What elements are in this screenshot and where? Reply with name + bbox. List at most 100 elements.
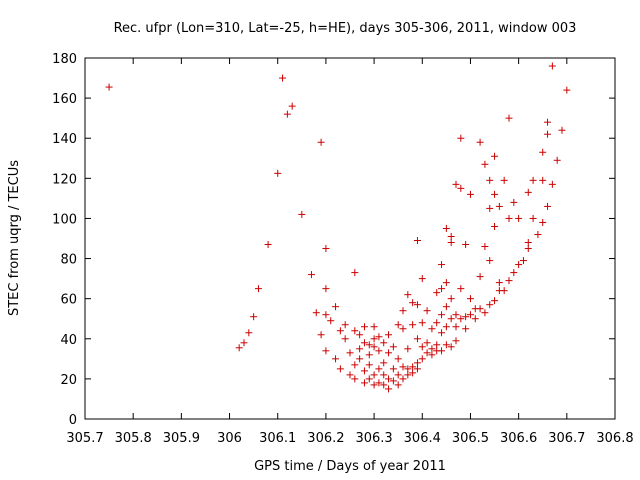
data-points bbox=[105, 62, 571, 393]
data-point bbox=[346, 349, 354, 357]
data-point bbox=[442, 341, 450, 349]
data-point bbox=[462, 313, 470, 321]
data-point bbox=[385, 375, 393, 383]
data-point bbox=[539, 148, 547, 156]
x-axis: 305.7 305.8 305.9 306 306.1 306.2 306.3 306.4 30… bbox=[66, 58, 634, 446]
x-axis-label: GPS time / Days of year 2011 bbox=[254, 459, 446, 474]
data-point bbox=[322, 245, 330, 253]
x-tick-label: 305.8 bbox=[115, 431, 152, 446]
data-point bbox=[524, 239, 532, 247]
data-point bbox=[351, 269, 359, 277]
data-point bbox=[558, 126, 566, 134]
data-point bbox=[491, 152, 499, 160]
data-point bbox=[563, 86, 571, 94]
data-point bbox=[105, 83, 113, 91]
data-point bbox=[462, 241, 470, 249]
data-point bbox=[240, 339, 248, 347]
data-point bbox=[548, 180, 556, 188]
data-point bbox=[413, 359, 421, 367]
data-point bbox=[365, 361, 373, 369]
data-point bbox=[380, 381, 388, 389]
data-point bbox=[413, 237, 421, 245]
data-point bbox=[332, 355, 340, 363]
data-point bbox=[544, 130, 552, 138]
x-tick-label: 306.2 bbox=[307, 431, 344, 446]
data-point bbox=[423, 349, 431, 357]
data-point bbox=[370, 381, 378, 389]
data-point bbox=[544, 118, 552, 126]
data-point bbox=[409, 299, 417, 307]
data-point bbox=[394, 381, 402, 389]
data-point bbox=[462, 325, 470, 333]
data-point bbox=[413, 365, 421, 373]
data-point bbox=[356, 345, 364, 353]
data-point bbox=[322, 347, 330, 355]
x-tick-label: 306.6 bbox=[500, 431, 537, 446]
data-point bbox=[274, 169, 282, 177]
data-point bbox=[447, 315, 455, 323]
data-point bbox=[312, 309, 320, 317]
data-point bbox=[341, 335, 349, 343]
data-point bbox=[351, 361, 359, 369]
plot-frame bbox=[84, 57, 616, 420]
data-point bbox=[375, 347, 383, 355]
data-point bbox=[279, 74, 287, 82]
data-point bbox=[375, 333, 383, 341]
x-tick-label: 306.7 bbox=[548, 431, 585, 446]
data-point bbox=[365, 341, 373, 349]
data-point bbox=[250, 313, 258, 321]
y-tick-label: 100 bbox=[52, 212, 77, 227]
data-point bbox=[438, 329, 446, 337]
data-point bbox=[385, 331, 393, 339]
data-point bbox=[375, 379, 383, 387]
data-point bbox=[457, 134, 465, 142]
data-point bbox=[481, 160, 489, 168]
data-point bbox=[385, 385, 393, 393]
data-point bbox=[505, 114, 513, 122]
data-point bbox=[548, 62, 556, 70]
data-point bbox=[370, 335, 378, 343]
data-point bbox=[447, 343, 455, 351]
data-point bbox=[370, 323, 378, 331]
data-point bbox=[288, 102, 296, 110]
data-point bbox=[529, 214, 537, 222]
data-point bbox=[500, 176, 508, 184]
data-point bbox=[322, 311, 330, 319]
y-tick-label: 140 bbox=[52, 132, 77, 147]
data-point bbox=[356, 355, 364, 363]
data-point bbox=[264, 241, 272, 249]
data-point bbox=[438, 347, 446, 355]
data-point bbox=[283, 110, 291, 118]
data-point bbox=[476, 305, 484, 313]
data-point bbox=[486, 176, 494, 184]
data-point bbox=[438, 261, 446, 269]
y-tick-label: 80 bbox=[60, 253, 77, 268]
data-point bbox=[510, 269, 518, 277]
data-point bbox=[495, 202, 503, 210]
data-point bbox=[394, 321, 402, 329]
data-point bbox=[399, 363, 407, 371]
data-point bbox=[481, 309, 489, 317]
data-point bbox=[317, 331, 325, 339]
data-point bbox=[370, 343, 378, 351]
y-tick-label: 180 bbox=[52, 52, 77, 67]
data-point bbox=[322, 285, 330, 293]
data-point bbox=[385, 349, 393, 357]
data-point bbox=[481, 243, 489, 251]
data-point bbox=[438, 311, 446, 319]
data-point bbox=[452, 311, 460, 319]
data-point bbox=[394, 371, 402, 379]
data-point bbox=[452, 337, 460, 345]
data-point bbox=[389, 365, 397, 373]
data-point bbox=[365, 375, 373, 383]
data-point bbox=[433, 341, 441, 349]
data-point bbox=[360, 339, 368, 347]
data-point bbox=[505, 214, 513, 222]
data-point bbox=[466, 190, 474, 198]
data-point bbox=[423, 339, 431, 347]
x-tick-label: 306.5 bbox=[452, 431, 489, 446]
data-point bbox=[428, 351, 436, 359]
data-point bbox=[413, 301, 421, 309]
data-point bbox=[515, 261, 523, 269]
